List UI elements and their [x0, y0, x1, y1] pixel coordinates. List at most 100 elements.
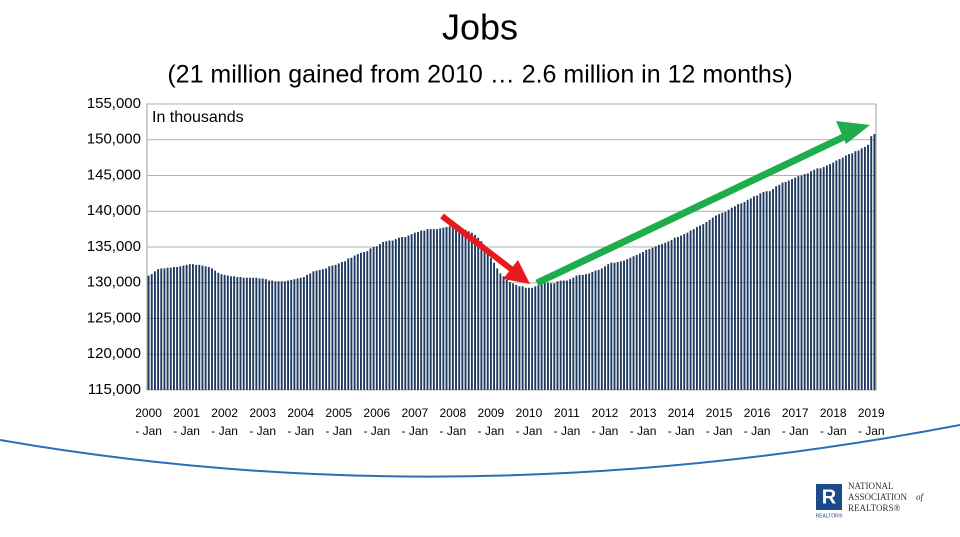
bar [775, 186, 778, 390]
bar [382, 241, 385, 390]
bar [575, 275, 578, 390]
bar [496, 268, 499, 390]
bar [749, 198, 752, 390]
bar [822, 166, 825, 390]
bar [667, 241, 670, 390]
bar [543, 282, 546, 390]
bar [163, 268, 166, 390]
bar [619, 261, 622, 390]
bar [835, 160, 838, 390]
bar [673, 237, 676, 390]
x-tick-label: 2015 - Jan [705, 406, 733, 438]
bar [176, 267, 179, 390]
bar [581, 274, 584, 390]
x-tick-label: 2000 - Jan [135, 406, 162, 438]
bar [743, 201, 746, 390]
bar [410, 234, 413, 390]
bar [201, 265, 204, 390]
bar [648, 249, 651, 390]
bar [702, 224, 705, 390]
bar [394, 239, 397, 390]
bar [166, 267, 169, 390]
bar [645, 249, 648, 390]
bar [220, 274, 223, 390]
bar [280, 281, 283, 390]
x-tick-label: 2017 - Jan [781, 406, 809, 438]
bar [344, 261, 347, 390]
bar [290, 279, 293, 390]
bar [695, 226, 698, 390]
bar [474, 234, 477, 390]
bar [616, 262, 619, 390]
bar [182, 265, 185, 390]
bar [553, 283, 556, 390]
bar [753, 196, 755, 390]
bar [803, 174, 806, 390]
chart-title: Jobs [442, 7, 518, 48]
bar [521, 286, 524, 390]
bar [195, 264, 198, 390]
bar [153, 271, 156, 390]
bar [829, 164, 831, 390]
bar [518, 286, 521, 390]
bar [797, 176, 800, 390]
bar [185, 264, 188, 390]
x-tick-label: 2012 - Jan [591, 406, 619, 438]
bar [255, 277, 258, 390]
bar [439, 228, 442, 390]
bar [470, 232, 473, 390]
bar [562, 280, 565, 390]
x-tick-label: 2019 - Jan [857, 406, 885, 438]
bar [455, 226, 457, 390]
bar [816, 168, 819, 390]
bar [860, 148, 863, 390]
bar [287, 280, 289, 390]
bar [572, 277, 575, 390]
annotation: In thousands [152, 109, 244, 126]
bar [245, 277, 248, 390]
bar [417, 231, 419, 390]
bar [436, 229, 438, 390]
bar [283, 281, 286, 390]
bar [724, 211, 727, 390]
bar [851, 153, 854, 390]
bar [230, 276, 232, 390]
chart-subtitle: (21 million gained from 2010 … 2.6 milli… [167, 61, 792, 89]
bar [150, 274, 153, 390]
x-tick-label: 2007 - Jan [401, 406, 429, 438]
logo-line: ASSOCIATION [848, 492, 908, 502]
bar [597, 269, 600, 390]
bar [800, 175, 803, 390]
bar [806, 173, 809, 390]
bar [391, 240, 394, 390]
bar [600, 268, 603, 390]
y-tick-label: 130,000 [87, 274, 141, 291]
bar [527, 287, 530, 390]
bar [328, 266, 331, 390]
bar [372, 247, 375, 390]
bar [730, 207, 733, 390]
bar [369, 248, 372, 390]
bar [832, 162, 835, 390]
bar [654, 246, 657, 390]
bar [683, 234, 686, 390]
bar [661, 244, 664, 390]
bar [714, 215, 717, 390]
bar [670, 239, 673, 390]
bar [192, 264, 194, 390]
bar [762, 191, 765, 390]
logo-line: NATIONAL [848, 481, 894, 491]
bar [451, 225, 454, 390]
bar [315, 270, 318, 390]
bar [585, 274, 587, 390]
bar [223, 274, 226, 390]
x-tick-label: 2008 - Jan [439, 406, 467, 438]
bar [502, 276, 505, 390]
bar [559, 280, 562, 390]
bar [172, 267, 175, 390]
bar [359, 252, 362, 390]
bar [844, 155, 847, 390]
x-tick-label: 2009 - Jan [477, 406, 505, 438]
bar [179, 266, 182, 390]
bar [727, 209, 730, 390]
